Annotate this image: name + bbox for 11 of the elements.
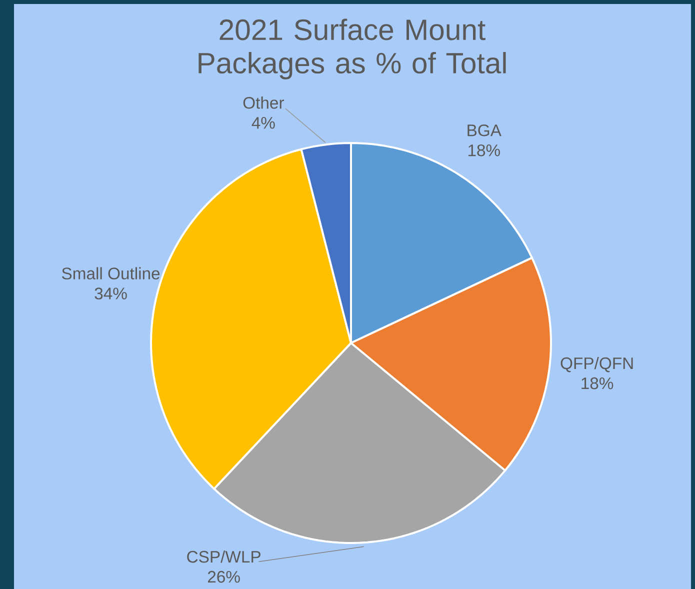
data-label: 34%: [94, 288, 127, 300]
slice-label: QFP/QFN: [560, 356, 633, 372]
slice-label: Small Outline: [62, 267, 160, 280]
data-label: 4%: [252, 117, 275, 129]
slice-label: BGA: [468, 124, 502, 136]
chart-title: 2021 Surface Mount Packages as % of Total: [198, 18, 506, 80]
slice-label: Other: [243, 96, 284, 109]
data-label: 18%: [582, 377, 614, 390]
slice-label: CSP/WLP: [187, 550, 260, 563]
data-label: 18%: [468, 144, 500, 156]
data-label: 26%: [208, 570, 240, 583]
